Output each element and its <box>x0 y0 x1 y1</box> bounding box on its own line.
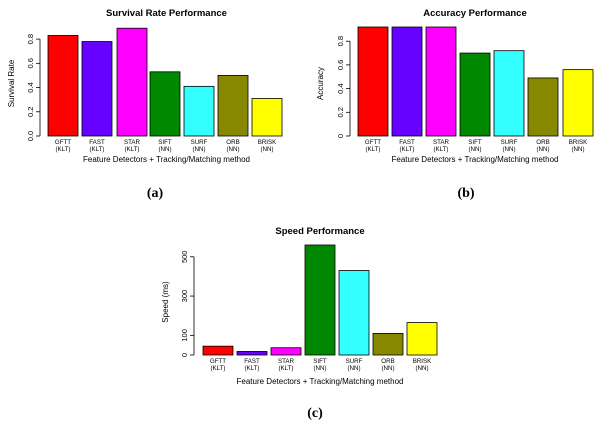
chart-c-category-label: BRISK <box>413 358 432 365</box>
chart-a-y-tick-label: 0.8 <box>26 34 35 44</box>
chart-c-category-label: SURF <box>346 358 363 365</box>
chart-b-y-tick-label: 0.6 <box>336 60 345 70</box>
chart-c-title: Speed Performance <box>275 226 364 237</box>
chart-a-bar-orb <box>217 75 249 137</box>
chart-c-category-label: FAST <box>244 358 260 365</box>
chart-c-y-label: Speed (ms) <box>161 281 170 323</box>
chart-b-y-tick-label: 0.4 <box>336 83 345 93</box>
chart-c-bar-gftt <box>202 345 234 356</box>
chart-b-y-label: Accuracy <box>316 67 325 100</box>
chart-a-bar-star <box>116 27 148 137</box>
chart-b-bar-star <box>425 26 457 137</box>
chart-c-category-method: (KLT) <box>278 365 293 372</box>
chart-a-bar-surf <box>183 85 215 137</box>
chart-c-subfigure-label: (c) <box>307 406 323 421</box>
chart-b-category-label: STAR <box>433 139 450 146</box>
chart-c-y-tick-label: 0 <box>180 353 189 357</box>
chart-a-y-tick-label: 0.6 <box>26 58 35 68</box>
chart-b-category-label: GFTT <box>365 139 381 146</box>
chart-c-category-method: (NN) <box>381 365 394 372</box>
chart-a-category-method: (KLT) <box>55 146 70 153</box>
chart-b-bar-surf <box>493 50 525 137</box>
chart-b-subfigure-label: (b) <box>457 186 474 201</box>
chart-b-category-label: FAST <box>399 139 415 146</box>
chart-b-category-method: (NN) <box>536 146 549 153</box>
chart-c-y-tick-label: 100 <box>180 329 189 342</box>
chart-b-category-method: (NN) <box>571 146 584 153</box>
chart-a-bar-fast <box>81 41 113 137</box>
chart-c-category-method: (KLT) <box>210 365 225 372</box>
chart-a-y-tick-label: 0.0 <box>26 131 35 141</box>
chart-c-category-method: (NN) <box>313 365 326 372</box>
chart-a-title: Survival Rate Performance <box>106 8 227 19</box>
chart-a-y-label: Survival Rate <box>7 59 16 107</box>
chart-b-bar-sift <box>459 52 491 137</box>
chart-c-bar-fast <box>236 351 268 356</box>
chart-b-category-method: (KLT) <box>399 146 414 153</box>
chart-b-category-label: SURF <box>501 139 518 146</box>
chart-a-category-method: (NN) <box>158 146 171 153</box>
chart-b: Accuracy Performance 0 0.2 0.4 0.6 0.8 Accurac… <box>316 8 594 201</box>
chart-a: Survival Rate Performance 0.0 0.2 0.4 0.6 0.8… <box>7 8 283 201</box>
chart-c-y-tick-label: 500 <box>180 251 189 264</box>
chart-c-y-tick-label: 300 <box>180 290 189 303</box>
chart-b-bar-gftt <box>357 26 389 137</box>
chart-c: Speed Performance 0 100 300 500 Speed (ms) GFT… <box>161 226 438 421</box>
chart-a-y-tick-label: 0.2 <box>26 107 35 117</box>
chart-b-bar-orb <box>527 77 559 137</box>
chart-b-title: Accuracy Performance <box>423 8 527 19</box>
chart-a-category-method: (KLT) <box>124 146 139 153</box>
chart-a-category-label: ORB <box>226 139 239 146</box>
chart-c-bar-surf <box>338 270 370 356</box>
chart-b-y-tick-label: 0.2 <box>336 107 345 117</box>
chart-c-category-method: (NN) <box>347 365 360 372</box>
chart-a-bar-sift <box>149 71 181 137</box>
chart-b-category-label: ORB <box>536 139 549 146</box>
chart-a-category-method: (NN) <box>260 146 273 153</box>
chart-b-category-method: (KLT) <box>433 146 448 153</box>
chart-c-category-method: (NN) <box>415 365 428 372</box>
chart-b-bar-fast <box>391 26 423 137</box>
chart-a-x-label: Feature Detectors + Tracking/Matching me… <box>83 155 250 164</box>
chart-a-category-label: FAST <box>89 139 105 146</box>
chart-a-bar-brisk <box>251 98 283 137</box>
chart-a-category-method: (NN) <box>192 146 205 153</box>
chart-b-x-label: Feature Detectors + Tracking/Matching me… <box>392 155 559 164</box>
chart-c-category-label: STAR <box>278 358 295 365</box>
chart-b-y-tick-label: 0 <box>336 134 345 138</box>
chart-b-bar-brisk <box>562 69 594 137</box>
chart-b-category-method: (NN) <box>468 146 481 153</box>
chart-c-bar-brisk <box>406 322 438 356</box>
chart-a-category-label: GFTT <box>55 139 71 146</box>
chart-c-category-label: GFTT <box>210 358 226 365</box>
chart-a-category-label: SIFT <box>158 139 172 146</box>
chart-b-y-tick-label: 0.8 <box>336 36 345 46</box>
chart-a-subfigure-label: (a) <box>147 186 164 201</box>
chart-b-category-label: SIFT <box>468 139 482 146</box>
chart-c-x-label: Feature Detectors + Tracking/Matching me… <box>237 377 404 386</box>
chart-a-bar-gftt <box>47 35 79 137</box>
chart-c-category-method: (KLT) <box>244 365 259 372</box>
chart-a-y-tick-label: 0.4 <box>26 82 35 92</box>
chart-c-category-label: ORB <box>381 358 394 365</box>
chart-a-category-label: STAR <box>124 139 141 146</box>
chart-c-bar-star <box>270 347 302 356</box>
chart-a-category-method: (NN) <box>226 146 239 153</box>
chart-b-category-method: (NN) <box>502 146 515 153</box>
chart-a-category-label: BRISK <box>258 139 277 146</box>
chart-b-category-method: (KLT) <box>365 146 380 153</box>
chart-b-category-label: BRISK <box>569 139 588 146</box>
chart-a-category-method: (KLT) <box>89 146 104 153</box>
chart-c-category-label: SIFT <box>313 358 327 365</box>
chart-c-bar-orb <box>372 332 404 356</box>
chart-a-category-label: SURF <box>191 139 208 146</box>
chart-c-bar-sift <box>304 244 336 356</box>
